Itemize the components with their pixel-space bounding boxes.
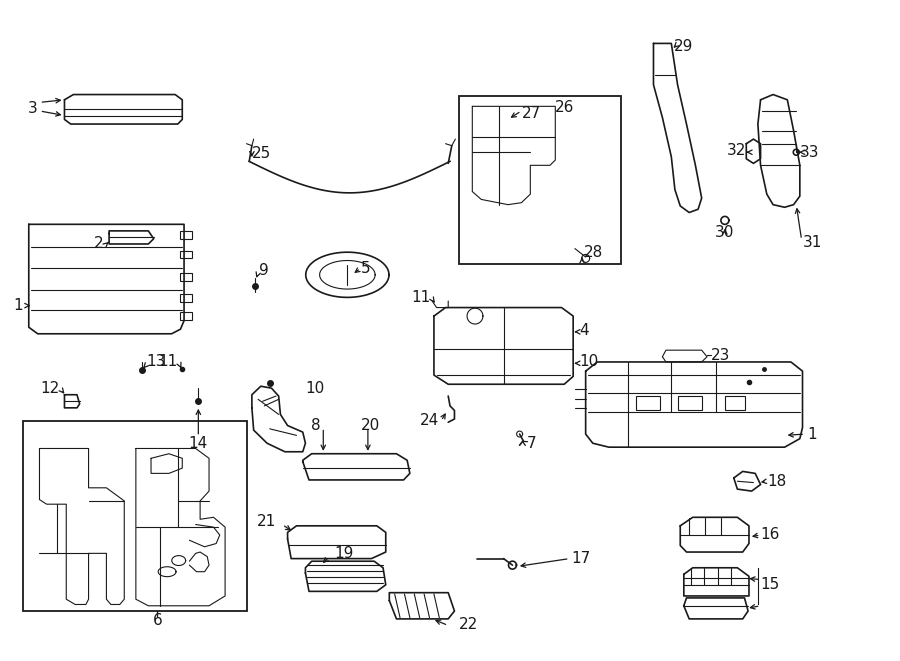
Text: 7: 7 bbox=[526, 436, 536, 451]
Text: 21: 21 bbox=[256, 514, 276, 529]
Bar bbox=[678, 396, 702, 410]
Text: 10: 10 bbox=[580, 354, 598, 369]
Text: 4: 4 bbox=[580, 323, 589, 338]
Text: 10: 10 bbox=[305, 381, 325, 396]
Text: 33: 33 bbox=[800, 145, 819, 160]
Text: 12: 12 bbox=[40, 381, 59, 396]
Text: 26: 26 bbox=[555, 100, 575, 115]
Text: 15: 15 bbox=[760, 577, 779, 592]
Bar bbox=[23, 421, 247, 611]
Text: 22: 22 bbox=[459, 617, 478, 632]
Text: 18: 18 bbox=[767, 474, 786, 488]
Text: 2: 2 bbox=[94, 237, 104, 251]
Text: 29: 29 bbox=[674, 39, 694, 54]
Text: 32: 32 bbox=[727, 143, 746, 158]
Text: 31: 31 bbox=[803, 235, 822, 249]
Bar bbox=[181, 231, 193, 239]
Bar bbox=[181, 294, 193, 302]
Text: 16: 16 bbox=[760, 527, 780, 543]
Bar bbox=[724, 396, 744, 410]
Text: 3: 3 bbox=[28, 101, 38, 116]
Text: 11: 11 bbox=[411, 290, 430, 305]
Text: 14: 14 bbox=[189, 436, 208, 451]
Text: 27: 27 bbox=[521, 106, 541, 122]
Bar bbox=[181, 312, 193, 320]
Text: 19: 19 bbox=[334, 546, 354, 561]
Text: 1: 1 bbox=[807, 426, 816, 442]
Text: 9: 9 bbox=[259, 262, 269, 278]
Bar bbox=[181, 251, 193, 258]
Text: 23: 23 bbox=[711, 348, 730, 363]
Text: 11: 11 bbox=[158, 354, 178, 369]
Text: 28: 28 bbox=[584, 245, 603, 260]
Text: 25: 25 bbox=[252, 145, 271, 161]
Text: 24: 24 bbox=[420, 413, 439, 428]
Bar bbox=[181, 273, 193, 281]
Text: 13: 13 bbox=[147, 354, 166, 369]
Text: 5: 5 bbox=[361, 260, 371, 276]
Text: 30: 30 bbox=[716, 225, 734, 240]
Text: 20: 20 bbox=[361, 418, 380, 433]
Bar bbox=[635, 396, 661, 410]
Text: 17: 17 bbox=[572, 551, 590, 566]
Text: 1: 1 bbox=[14, 298, 23, 313]
Bar bbox=[459, 96, 621, 264]
Text: 8: 8 bbox=[311, 418, 320, 433]
Text: 6: 6 bbox=[152, 613, 162, 628]
